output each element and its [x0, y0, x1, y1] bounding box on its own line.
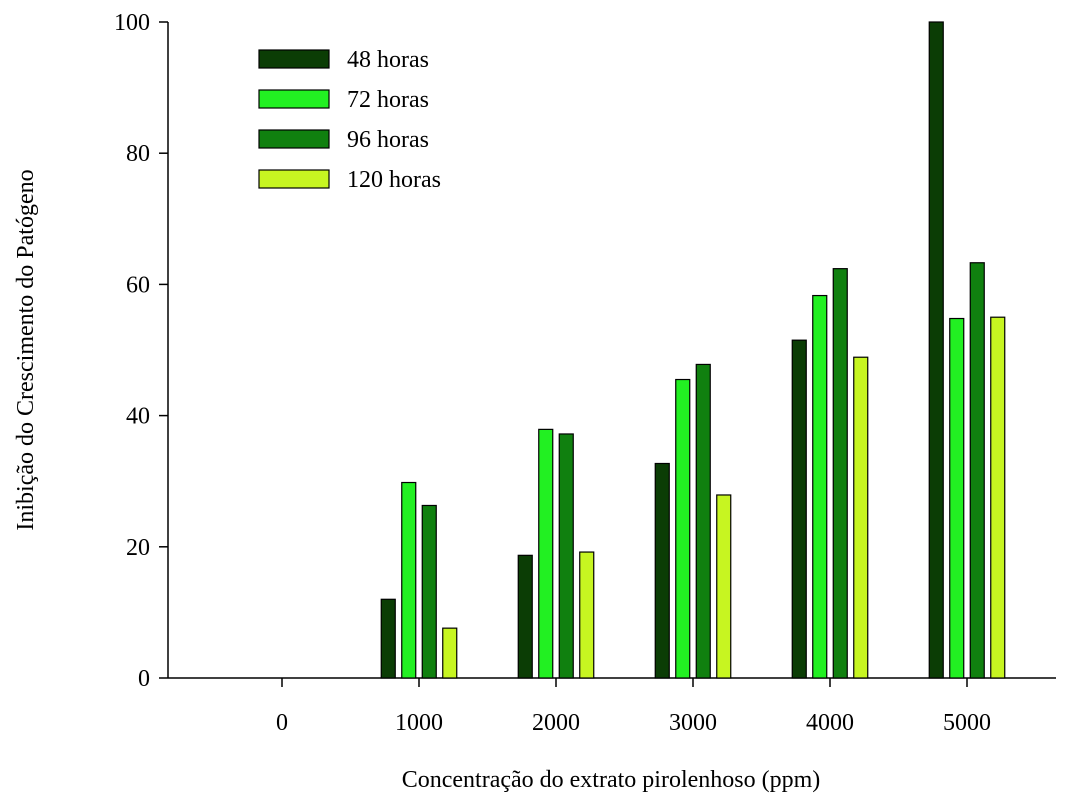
- bar-120-horas-2000: [579, 551, 595, 679]
- bar-120-horas-4000: [853, 356, 869, 679]
- legend-swatch: [258, 129, 330, 149]
- bar-72-horas-3000: [675, 378, 691, 679]
- y-tick-label: 60: [126, 272, 150, 298]
- x-tick-label: 5000: [943, 710, 991, 736]
- x-tick-label: 1000: [395, 710, 443, 736]
- bar-96-horas-3000: [695, 363, 711, 679]
- legend-swatch: [258, 49, 330, 69]
- legend-item: 72 horas: [258, 87, 429, 113]
- y-tick-label: 0: [138, 666, 150, 692]
- bar-72-horas-5000: [949, 317, 965, 679]
- bar-120-horas-1000: [442, 627, 458, 679]
- x-tick-label: 4000: [806, 710, 854, 736]
- legend-swatch: [258, 169, 330, 189]
- y-tick-label: 20: [126, 535, 150, 561]
- bar-96-horas-5000: [969, 262, 985, 679]
- bar-48-horas-3000: [654, 462, 670, 679]
- legend-item: 48 horas: [258, 47, 429, 73]
- x-tick-label: 3000: [669, 710, 717, 736]
- bar-96-horas-1000: [421, 504, 437, 679]
- bar-96-horas-4000: [832, 268, 848, 679]
- x-axis-title: Concentração do extrato pirolenhoso (ppm…: [402, 767, 821, 793]
- legend-item: 120 horas: [258, 167, 441, 193]
- bars: [380, 21, 1006, 679]
- x-tick-label: 2000: [532, 710, 580, 736]
- bar-72-horas-2000: [538, 428, 554, 679]
- bar-48-horas-1000: [380, 598, 396, 679]
- legend: 48 horas 72 horas 96 horas 120 horas: [258, 47, 441, 193]
- bar-72-horas-4000: [812, 294, 828, 679]
- legend-swatch: [258, 89, 330, 109]
- y-tick-label: 80: [126, 141, 150, 167]
- x-tick-label: 0: [276, 710, 288, 736]
- y-tick-label: 40: [126, 404, 150, 430]
- legend-item: 96 horas: [258, 127, 429, 153]
- bar-120-horas-5000: [990, 316, 1006, 679]
- bar-120-horas-3000: [716, 494, 732, 679]
- bar-48-horas-5000: [928, 21, 944, 679]
- legend-label: 120 horas: [347, 167, 441, 193]
- legend-label: 96 horas: [347, 127, 429, 153]
- bar-48-horas-2000: [517, 554, 533, 679]
- legend-label: 72 horas: [347, 87, 429, 113]
- bar-96-horas-2000: [558, 433, 574, 679]
- y-tick-label: 100: [114, 10, 150, 36]
- bar-72-horas-1000: [401, 481, 417, 679]
- bar-48-horas-4000: [791, 339, 807, 679]
- legend-label: 48 horas: [347, 47, 429, 73]
- y-axis-title: Inibição do Crescimento do Patógeno: [13, 169, 39, 530]
